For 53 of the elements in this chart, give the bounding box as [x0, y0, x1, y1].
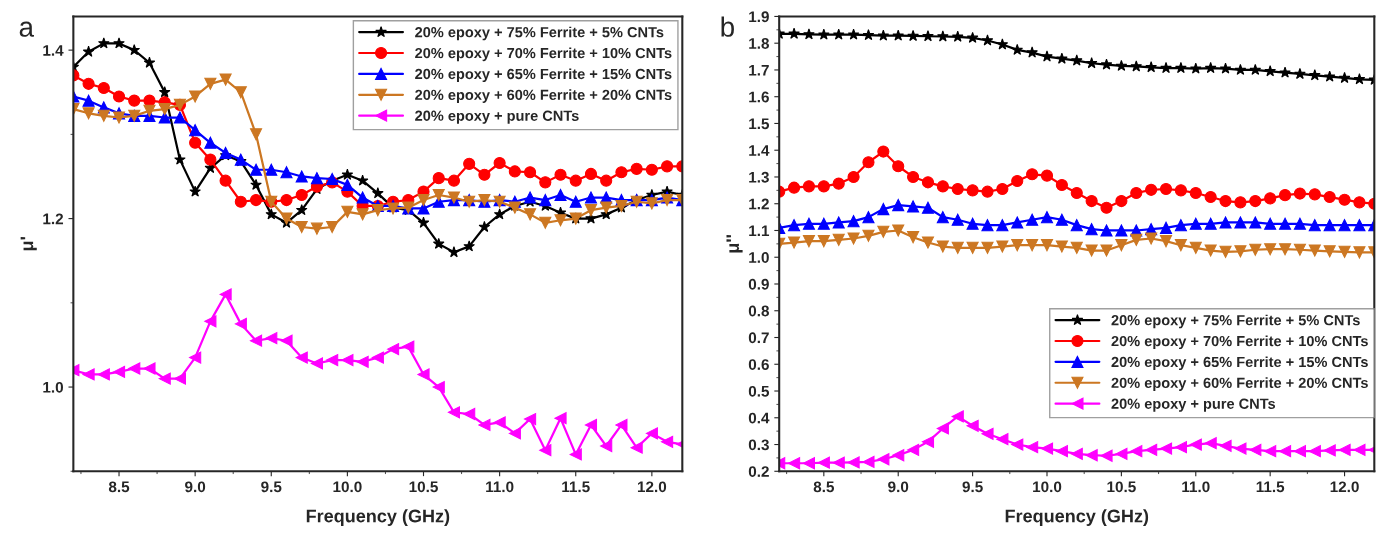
x-tick-label: 10.5: [409, 481, 438, 493]
legend-label: 20% epoxy + 60% Ferrite + 20% CNTs: [415, 89, 672, 103]
x-tick-label: 11.0: [1182, 481, 1210, 493]
x-tick-label: 11.5: [562, 481, 590, 493]
y-tick-label: 1.6: [749, 91, 769, 103]
y-tick-label: 1.0: [749, 252, 769, 263]
legend-label: 20% epoxy + 60% Ferrite + 20% CNTs: [1111, 377, 1368, 391]
y-tick-label: 1.5: [749, 118, 770, 130]
y-tick-label: 1.8: [749, 38, 769, 49]
x-axis-title: Frequency (GHz): [306, 509, 450, 526]
x-tick-label: 11.0: [486, 481, 514, 493]
y-tick-label: 1.0: [43, 381, 64, 393]
x-tick-label: 9.5: [261, 481, 282, 493]
y-tick-label: 0.5: [748, 385, 770, 397]
y-tick-label: 1.2: [43, 213, 64, 225]
y-tick-label: 1.4: [43, 45, 64, 56]
x-axis-title: Frequency (GHz): [1005, 509, 1149, 526]
y-tick-label: 0.2: [748, 466, 769, 477]
y-tick-label: 1.3: [749, 171, 769, 183]
y-tick-label: 1.1: [749, 225, 770, 237]
x-tick-label: 10.5: [1107, 481, 1136, 493]
y-tick-label: 0.7: [748, 332, 769, 344]
x-tick-label: 10.0: [1033, 481, 1062, 493]
y-tick-label: 0.6: [748, 359, 769, 370]
legend-label: 20% epoxy + 70% Ferrite + 10% CNTs: [415, 47, 672, 62]
legend-label: 20% epoxy + 75% Ferrite + 5% CNTs: [1111, 314, 1360, 329]
legend-label: 20% epoxy + pure CNTs: [1111, 398, 1276, 412]
y-tick-label: 0.8: [748, 305, 769, 317]
y-tick-label: 1.7: [749, 64, 769, 76]
y-axis-title: μ': [20, 237, 37, 251]
legend-label: 20% epoxy + 75% Ferrite + 5% CNTs: [415, 26, 664, 41]
x-tick-label: 9.0: [185, 481, 206, 493]
y-tick-label: 1.9: [749, 11, 769, 23]
chart-title: a: [19, 21, 34, 37]
x-tick-label: 10.0: [333, 481, 362, 493]
y-tick-label: 1.2: [749, 198, 769, 210]
x-tick-label: 11.5: [1256, 481, 1285, 493]
chart-title: b: [721, 16, 734, 37]
x-tick-label: 8.5: [813, 481, 835, 493]
x-tick-label: 12.0: [1330, 481, 1359, 493]
legend-label: 20% epoxy + pure CNTs: [415, 110, 579, 124]
x-tick-label: 9.0: [888, 481, 909, 493]
x-tick-label: 8.5: [108, 481, 130, 493]
legend-label: 20% epoxy + 65% Ferrite + 15% CNTs: [1111, 356, 1368, 370]
x-tick-label: 9.5: [962, 481, 983, 493]
y-tick-label: 1.4: [749, 145, 770, 156]
y-tick-label: 0.3: [748, 439, 769, 451]
x-tick-label: 12.0: [637, 481, 667, 493]
y-axis-title: μ'': [726, 234, 743, 253]
legend-label: 20% epoxy + 65% Ferrite + 15% CNTs: [415, 68, 672, 83]
legend-label: 20% epoxy + 70% Ferrite + 10% CNTs: [1111, 335, 1368, 350]
y-tick-label: 0.4: [748, 412, 770, 424]
y-tick-label: 0.9: [748, 278, 769, 290]
